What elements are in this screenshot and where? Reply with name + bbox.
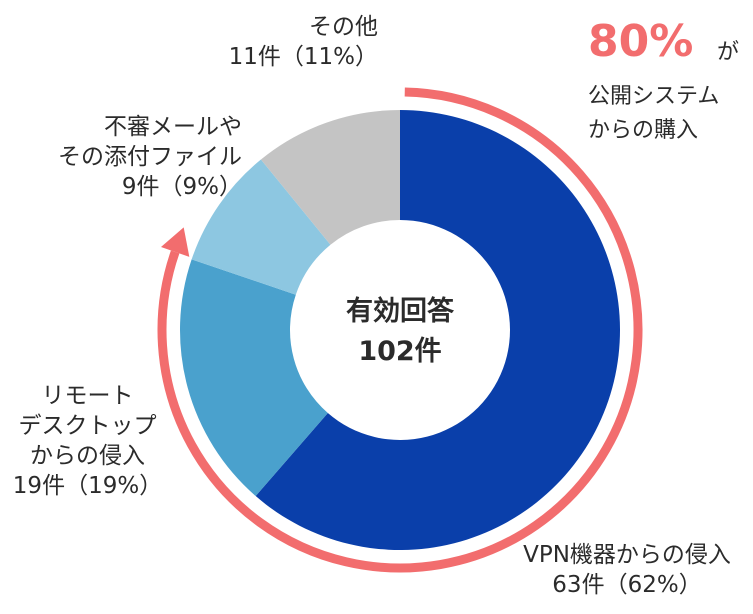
slice-suspicious-mail — [191, 159, 331, 295]
slice-count: 63件 — [552, 572, 605, 598]
slice-remote-desktop — [179, 259, 328, 497]
slice-percent: （62%） — [604, 572, 702, 598]
donut-center-label: 有効回答 102件 — [320, 292, 480, 372]
slice-label-text: その添付ファイル — [58, 144, 242, 170]
slice-label-text: デスクトップ — [18, 413, 157, 439]
slice-label-text: VPN機器からの侵入 — [523, 542, 731, 568]
slice-percent: （19%） — [65, 473, 163, 499]
callout-text: 公開システム からの購入 — [588, 80, 748, 148]
slice-label-vpn: VPN機器からの侵入 63件（62%） — [503, 540, 751, 600]
slice-label-suspicious-mail: 不審メールや その添付ファイル 9件（9%） — [20, 112, 242, 202]
callout-suffix: が — [717, 40, 740, 65]
slice-count: 9件 — [121, 174, 160, 200]
slice-count: 19件 — [12, 473, 66, 499]
callout-line: からの購入 — [588, 118, 699, 143]
callout-line: 公開システム — [588, 84, 720, 109]
slice-label-text: その他 — [309, 14, 378, 40]
center-title: 有効回答 — [346, 296, 454, 327]
slice-label-other: その他 11件（11%） — [200, 12, 378, 72]
slice-other — [260, 110, 400, 245]
slice-label-text: 不審メールや — [104, 114, 242, 140]
slice-label-text: からの侵入 — [30, 443, 145, 469]
slice-vpn — [255, 110, 621, 550]
slice-label-remote-desktop: リモート デスクトップ からの侵入 19件（19%） — [0, 381, 175, 501]
slice-percent: （11%） — [280, 44, 378, 70]
donut-slices — [179, 110, 621, 550]
callout-arrowhead — [160, 227, 190, 257]
slice-count: 11件 — [228, 44, 281, 70]
slice-label-text: リモート — [41, 383, 134, 409]
callout-arc — [157, 87, 643, 573]
callout-value: 80% — [588, 16, 694, 67]
slice-percent: （9%） — [159, 174, 243, 200]
center-count: 102件 — [358, 336, 442, 367]
